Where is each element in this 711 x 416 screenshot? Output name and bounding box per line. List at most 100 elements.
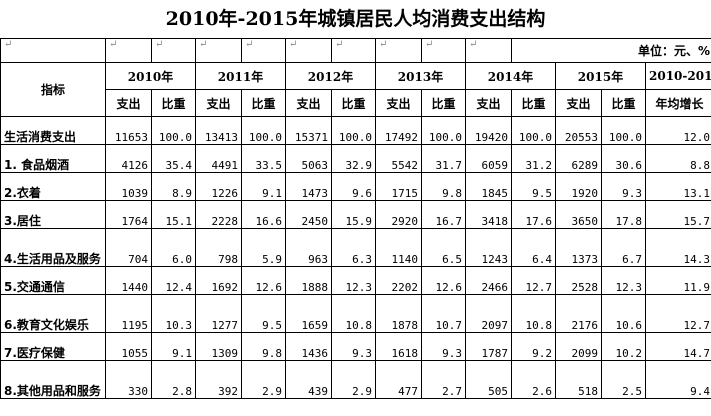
spend-cell: 439 — [285, 360, 332, 399]
table-row: 7.医疗保健 1055 9.1 1309 9.8 1436 9.3 1618 9.3 1787 9.… — [0, 332, 711, 361]
growth-cell: 11.9 — [644, 266, 711, 295]
spend-cell: 1473 — [285, 172, 332, 201]
cell-mark: ↵ — [375, 38, 422, 63]
share-cell: 9.8 — [421, 172, 466, 201]
spend-cell: 6059 — [465, 144, 512, 173]
share-cell: 15.9 — [331, 200, 376, 229]
spend-cell: 1195 — [105, 294, 152, 333]
year-header: 2014年 — [465, 62, 556, 90]
share-cell: 16.7 — [421, 200, 466, 229]
spend-cell: 2176 — [555, 294, 602, 333]
spend-cell: 3418 — [465, 200, 512, 229]
cell-mark: ↵ — [241, 38, 286, 63]
growth-cell: 14.7 — [644, 332, 711, 361]
spend-cell: 1920 — [555, 172, 602, 201]
cell-mark: ↵ — [105, 38, 152, 63]
row-label: 8.其他用品和服务 — [0, 360, 106, 399]
spend-header: 支出 — [285, 89, 332, 117]
share-cell: 100.0 — [601, 116, 646, 145]
spend-cell: 392 — [195, 360, 242, 399]
spend-cell: 1277 — [195, 294, 242, 333]
spend-cell: 1715 — [375, 172, 422, 201]
spend-cell: 6289 — [555, 144, 602, 173]
cell-mark: ↵ — [421, 38, 466, 63]
row-label: 1. 食品烟酒 — [0, 144, 106, 173]
share-cell: 8.9 — [151, 172, 196, 201]
share-header: 比重 — [511, 89, 556, 117]
cell-mark: ↵ — [331, 38, 376, 63]
cell-mark: ↵ — [151, 38, 196, 63]
spend-cell: 1787 — [465, 332, 512, 361]
spend-header: 支出 — [195, 89, 242, 117]
spend-cell: 4126 — [105, 144, 152, 173]
year-header: 2011年 — [195, 62, 286, 90]
spend-cell: 477 — [375, 360, 422, 399]
cell-mark: ↵ — [285, 38, 332, 63]
cell-mark: ↵ — [0, 38, 106, 63]
spend-header: 支出 — [555, 89, 602, 117]
share-cell: 6.7 — [601, 228, 646, 267]
row-label: 2.衣着 — [0, 172, 106, 201]
share-cell: 32.9 — [331, 144, 376, 173]
spend-cell: 3650 — [555, 200, 602, 229]
spend-cell: 1888 — [285, 266, 332, 295]
share-cell: 33.5 — [241, 144, 286, 173]
spend-cell: 13413 — [195, 116, 242, 145]
spend-cell: 330 — [105, 360, 152, 399]
share-cell: 9.3 — [601, 172, 646, 201]
share-cell: 17.6 — [511, 200, 556, 229]
year-header: 2012年 — [285, 62, 376, 90]
row-label: 生活消费支出 — [0, 116, 106, 145]
share-cell: 2.5 — [601, 360, 646, 399]
share-cell: 6.5 — [421, 228, 466, 267]
spend-cell: 798 — [195, 228, 242, 267]
growth-cell: 14.3 — [644, 228, 711, 267]
share-cell: 12.4 — [151, 266, 196, 295]
share-cell: 5.9 — [241, 228, 286, 267]
spend-cell: 1140 — [375, 228, 422, 267]
spend-cell: 2466 — [465, 266, 512, 295]
share-cell: 100.0 — [421, 116, 466, 145]
share-cell: 31.7 — [421, 144, 466, 173]
share-cell: 15.1 — [151, 200, 196, 229]
table-row: 3.居住 1764 15.1 2228 16.6 2450 15.9 2920 16.7 3418… — [0, 200, 711, 229]
unit-label: 单位：元、% — [510, 38, 711, 63]
share-cell: 9.6 — [331, 172, 376, 201]
spend-cell: 1659 — [285, 294, 332, 333]
spend-cell: 2920 — [375, 200, 422, 229]
cell-mark: ↵ — [195, 38, 242, 63]
spend-cell: 2528 — [555, 266, 602, 295]
spend-cell: 505 — [465, 360, 512, 399]
spend-cell: 518 — [555, 360, 602, 399]
share-cell: 100.0 — [331, 116, 376, 145]
spend-cell: 15371 — [285, 116, 332, 145]
spend-cell: 1373 — [555, 228, 602, 267]
spend-cell: 1845 — [465, 172, 512, 201]
row-label: 5.交通通信 — [0, 266, 106, 295]
spend-cell: 1878 — [375, 294, 422, 333]
share-cell: 6.3 — [331, 228, 376, 267]
share-cell: 2.8 — [151, 360, 196, 399]
share-cell: 10.8 — [331, 294, 376, 333]
spend-cell: 1055 — [105, 332, 152, 361]
share-cell: 10.2 — [601, 332, 646, 361]
share-cell: 12.6 — [241, 266, 286, 295]
spend-cell: 1226 — [195, 172, 242, 201]
table-row: 6.教育文化娱乐 1195 10.3 1277 9.5 1659 10.8 1878 10.7 2… — [0, 294, 711, 333]
indicator-header: 指标 — [0, 62, 106, 117]
page-title: 2010年-2015年城镇居民人均消费支出结构 — [165, 8, 546, 30]
spend-cell: 2097 — [465, 294, 512, 333]
spend-header: 支出 — [465, 89, 512, 117]
share-cell: 17.8 — [601, 200, 646, 229]
table-row: 8.其他用品和服务 330 2.8 392 2.9 439 2.9 477 2.7 505 2.6 5… — [0, 360, 711, 399]
year-header: 2010年 — [105, 62, 196, 90]
share-cell: 30.6 — [601, 144, 646, 173]
spend-cell: 1243 — [465, 228, 512, 267]
share-cell: 12.7 — [511, 266, 556, 295]
year-header: 2015年 — [555, 62, 646, 90]
consumption-table: ↵ ↵ ↵ ↵ ↵ ↵ ↵ ↵ ↵ ↵ 单位：元、% 指标 2010年 2011… — [0, 38, 711, 399]
table-row: 1. 食品烟酒 4126 35.4 4491 33.5 5063 32.9 5542 31.7 6… — [0, 144, 711, 173]
share-cell: 9.3 — [331, 332, 376, 361]
share-cell: 2.9 — [331, 360, 376, 399]
spend-cell: 20553 — [555, 116, 602, 145]
